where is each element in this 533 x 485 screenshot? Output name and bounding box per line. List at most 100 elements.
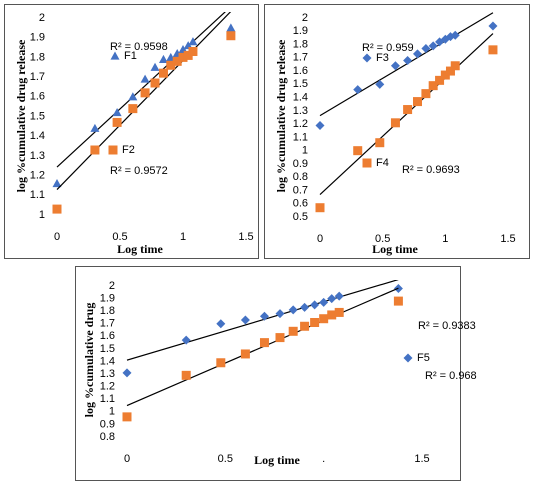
legend-label: F4 [376, 157, 389, 169]
y-tick-label: 1.1 [30, 189, 45, 201]
y-tick-label: 1.8 [293, 38, 308, 50]
marker [52, 204, 62, 214]
y-tick-label: 1.3 [30, 150, 45, 162]
marker [128, 92, 138, 101]
marker [122, 368, 132, 378]
y-tick-label: 1 [39, 209, 45, 221]
y-tick-label: 1.2 [30, 170, 45, 182]
y-tick-label: 2 [109, 280, 115, 292]
x-tick-label: 0 [54, 231, 60, 243]
marker [158, 54, 168, 63]
y-tick-label: 1 [302, 145, 308, 157]
trendline [126, 280, 399, 361]
y-tick-label: 2 [39, 12, 45, 24]
marker [216, 358, 226, 368]
y-tick-label: 0.6 [293, 198, 308, 210]
y-tick-label: 1.4 [100, 355, 115, 367]
legend-marker [108, 145, 118, 155]
marker [140, 74, 150, 83]
y-tick-label: 1.4 [293, 92, 308, 104]
y-tick-label: 1.9 [30, 32, 45, 44]
marker [226, 31, 236, 41]
marker [122, 412, 132, 422]
y-tick-label: 1.4 [30, 130, 45, 142]
annotation: R² = 0.9383 [418, 320, 476, 332]
x-axis-title: Log time [372, 242, 418, 256]
marker [375, 138, 385, 148]
y-tick-label: 1.9 [100, 292, 115, 304]
marker [275, 333, 285, 343]
y-tick-label: 2 [302, 12, 308, 24]
marker [112, 108, 122, 117]
y-tick-label: 0.9 [100, 418, 115, 430]
y-tick-label: 1.7 [100, 318, 115, 330]
marker [403, 105, 413, 115]
y-tick-label: 1.2 [293, 118, 308, 130]
y-tick-label: 1.5 [100, 343, 115, 355]
marker [181, 370, 191, 380]
marker [319, 314, 329, 324]
marker [488, 45, 498, 55]
marker [158, 68, 168, 78]
marker [319, 297, 329, 307]
legend-marker [362, 158, 372, 168]
y-axis-title: log %cumulative drug [82, 303, 96, 418]
x-tick-label: 0.5 [375, 233, 390, 245]
y-axis-title: log %cumulative drug release [274, 39, 288, 192]
marker [390, 118, 400, 128]
y-tick-label: 1.3 [293, 105, 308, 117]
marker [428, 41, 438, 51]
legend-marker [362, 53, 372, 63]
marker [390, 61, 400, 71]
legend-label: F5 [417, 352, 430, 364]
panel [4, 4, 259, 259]
marker [300, 321, 310, 331]
annotation: R² = 0.9598 [110, 41, 168, 53]
marker [450, 61, 460, 71]
y-tick-label: 1 [109, 406, 115, 418]
legend-marker [403, 353, 413, 363]
y-tick-label: 1.1 [293, 131, 308, 143]
marker [353, 146, 363, 156]
y-tick-label: 1.5 [293, 78, 308, 90]
x-axis-title: Log time [117, 242, 163, 256]
trendline [319, 33, 494, 196]
annotation: R² = 0.9572 [110, 165, 168, 177]
x-tick-label: 0.5 [218, 453, 233, 465]
y-tick-label: 0.8 [100, 431, 115, 443]
marker [315, 203, 325, 213]
marker [353, 85, 363, 95]
marker [300, 302, 310, 312]
trendline [319, 12, 494, 117]
trendline [56, 12, 232, 191]
marker [240, 315, 250, 325]
marker [421, 89, 431, 99]
marker [327, 294, 337, 304]
marker [259, 311, 269, 321]
marker [181, 335, 191, 345]
marker [413, 49, 423, 59]
x-tick-label: 1.5 [238, 231, 253, 243]
marker [288, 305, 298, 315]
y-tick-label: 1.6 [30, 91, 45, 103]
marker [310, 317, 320, 327]
marker [150, 62, 160, 71]
plot-area [52, 12, 236, 214]
annotation: R² = 0.968 [425, 370, 477, 382]
y-tick-label: 1.7 [293, 52, 308, 64]
marker [334, 291, 344, 301]
marker [393, 296, 403, 306]
marker [275, 309, 285, 319]
x-axis-title: Log time [254, 453, 300, 467]
y-tick-label: 1.2 [100, 381, 115, 393]
y-tick-label: 1.6 [293, 65, 308, 77]
marker [488, 21, 498, 31]
annotation: R² = 0.9693 [402, 164, 460, 176]
marker [327, 310, 337, 320]
marker [334, 307, 344, 317]
marker [128, 104, 138, 114]
y-tick-label: 0.5 [293, 211, 308, 223]
y-tick-label: 1.8 [100, 305, 115, 317]
